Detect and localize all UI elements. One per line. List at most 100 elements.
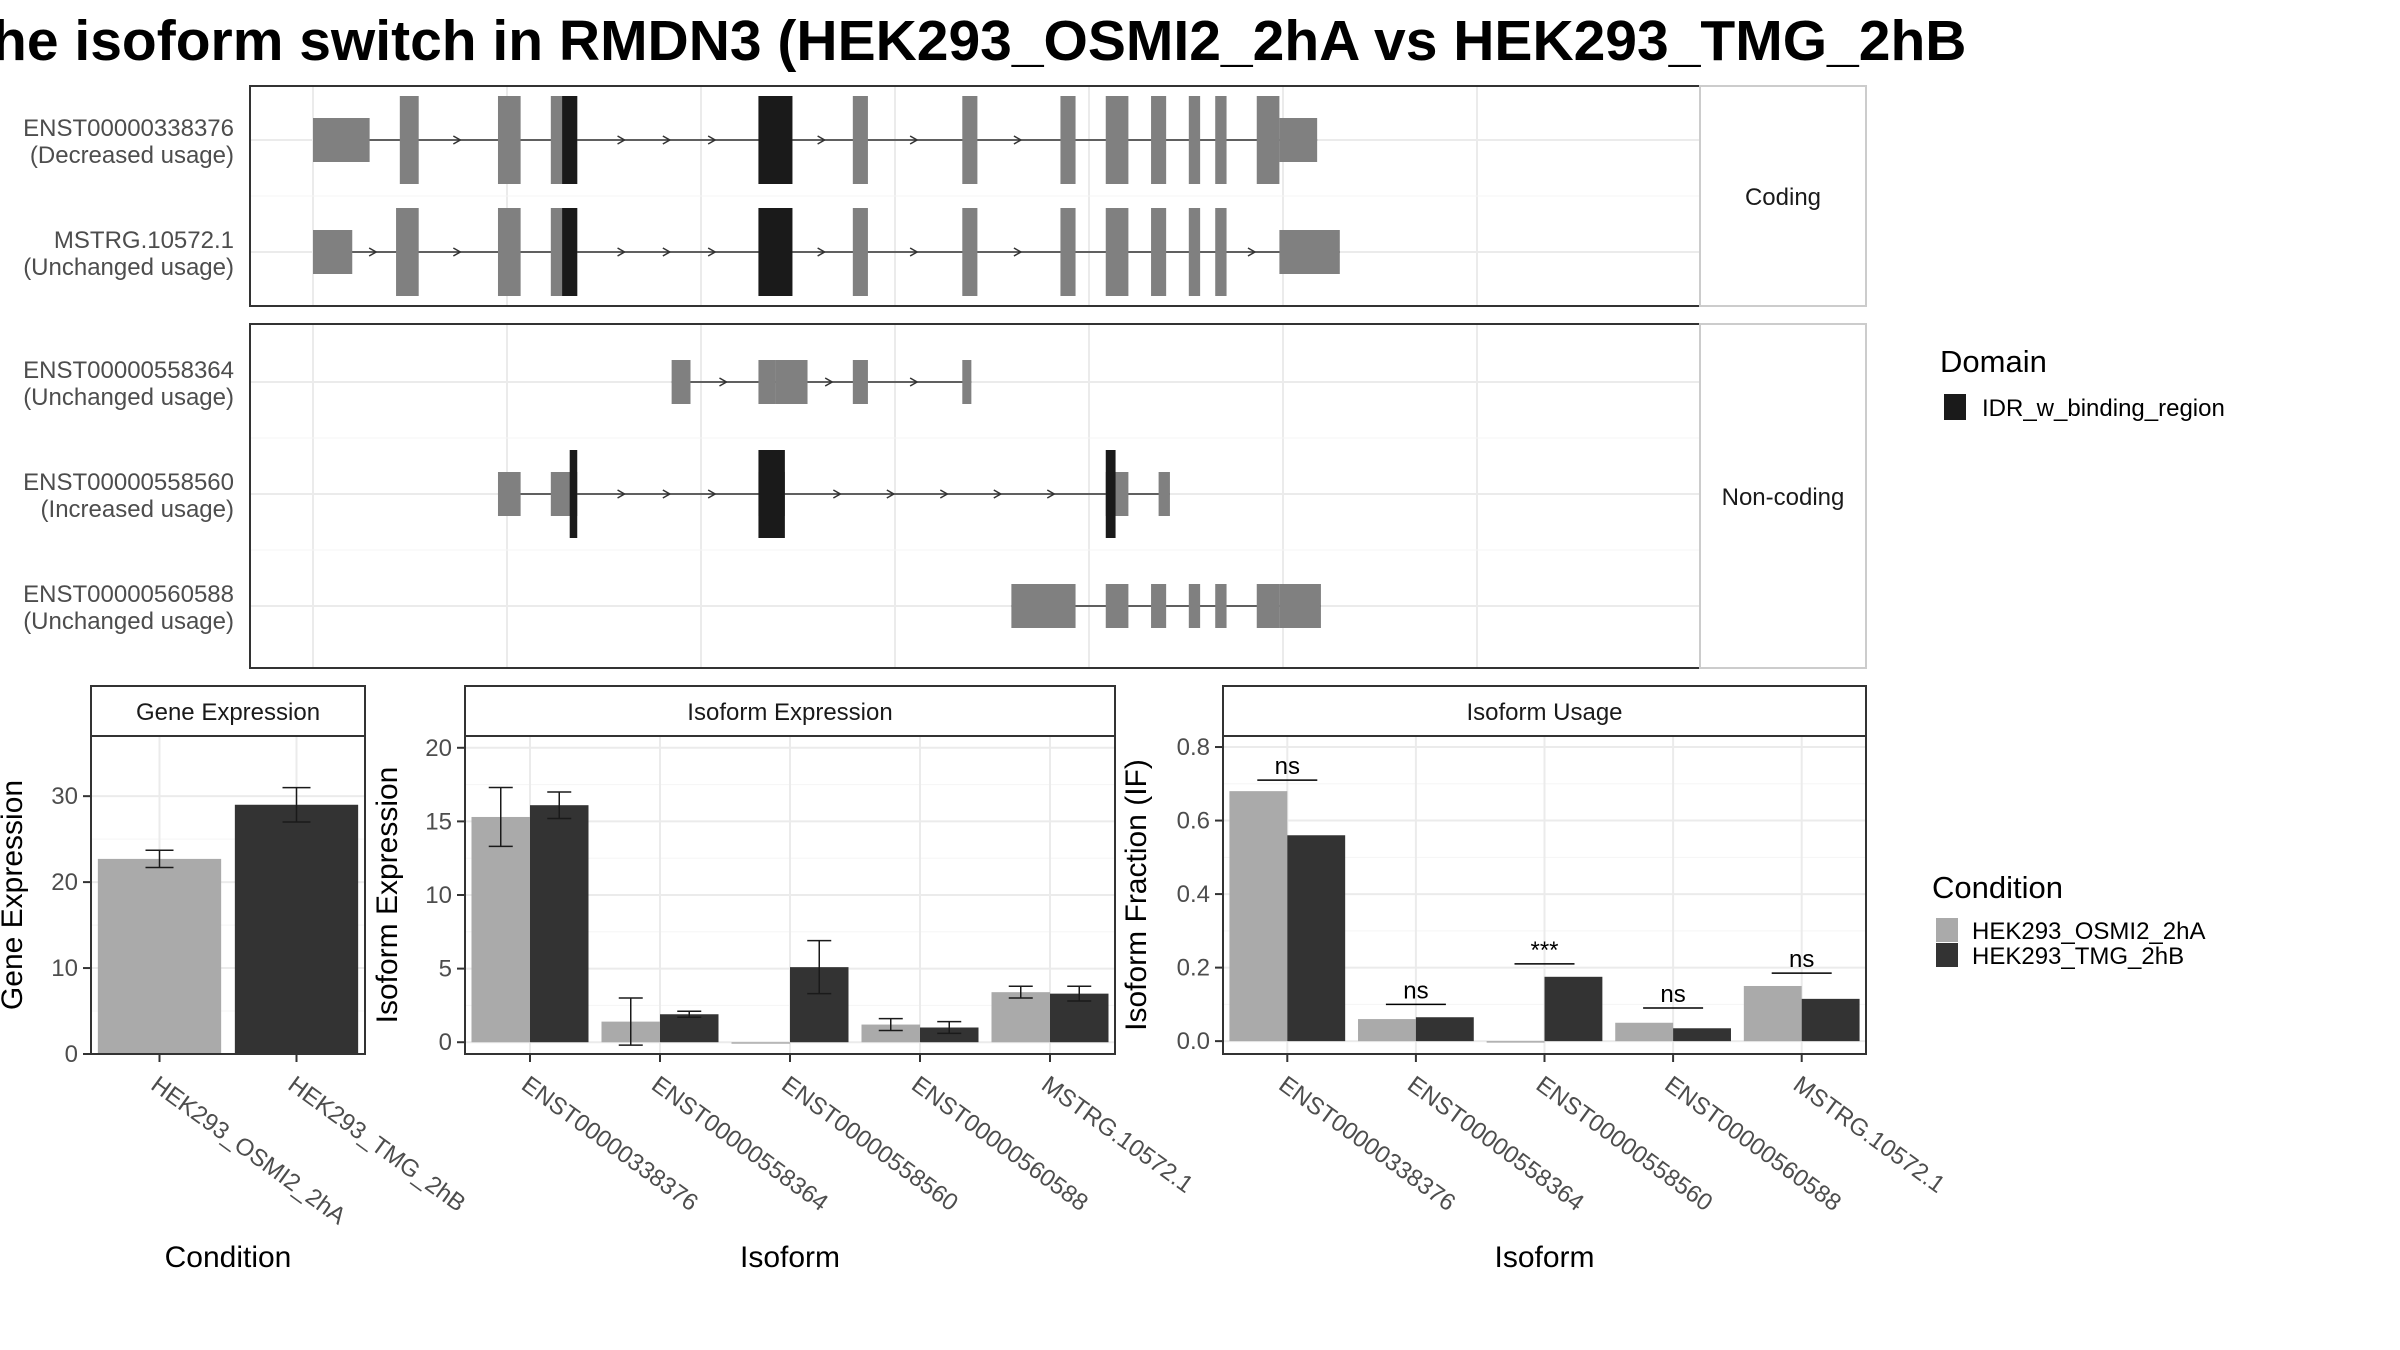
utr-exon (1105, 584, 1129, 628)
x-axis-title: Isoform (740, 1241, 840, 1274)
facet-strip (1699, 85, 1867, 307)
y-tick-label: 15 (425, 808, 452, 835)
bar-HEK293_TMG_2hB-ENST00000558560 (1544, 976, 1603, 1042)
y-axis-title: Gene Expression (0, 780, 29, 1010)
transcript-id-label: ENST00000560588 (23, 581, 234, 608)
bar-HEK293_OSMI2_2hA-MSTRG.10572.1 (1743, 985, 1802, 1042)
strand-arrow (707, 489, 717, 499)
transcript-id-label: ENST00000558560 (23, 469, 234, 496)
cds-exon (1256, 96, 1280, 184)
transcript-usage-label: (Decreased usage) (30, 142, 234, 169)
domain-region (569, 450, 578, 538)
cds-exon (396, 208, 419, 296)
strand-arrow (817, 247, 827, 257)
strand-arrow (617, 489, 627, 499)
facet-strip-label: Coding (1745, 184, 1821, 211)
bar-HEK293_OSMI2_2hA-ENST00000560588 (861, 1024, 920, 1043)
bar-HEK293_TMG_2hB (234, 804, 359, 1054)
transcript-id-label: MSTRG.10572.1 (54, 227, 234, 254)
transcript-ENST00000560588: ENST00000560588(Unchanged usage) (23, 581, 1321, 635)
strand-arrow (1046, 489, 1056, 499)
x-axis-title: Condition (165, 1241, 292, 1274)
bar-HEK293_OSMI2_2hA-ENST00000338376 (471, 816, 530, 1043)
significance-label: ns (1403, 977, 1428, 1004)
strand-arrow (909, 247, 919, 257)
bar-HEK293_TMG_2hB-ENST00000560588 (1673, 1028, 1731, 1042)
strand-arrow (662, 135, 672, 145)
facet-strip (90, 685, 366, 737)
bar-chart-panels: Gene Expression0102030HEK293_OSMI2_2hAHE… (0, 685, 1950, 1274)
strand-arrow (886, 489, 896, 499)
bar-HEK293_OSMI2_2hA-ENST00000558560 (1486, 1041, 1545, 1043)
utr-exon (775, 360, 808, 404)
y-tick-label: 0 (65, 1041, 78, 1068)
y-tick-label: 10 (425, 882, 452, 909)
bar-HEK293_TMG_2hB-ENST00000558364 (1415, 1017, 1474, 1042)
y-tick-label: 0.8 (1177, 734, 1210, 761)
strand-arrow (909, 377, 919, 387)
bar-HEK293_TMG_2hB-ENST00000338376 (1287, 835, 1346, 1042)
utr-exon (962, 360, 972, 404)
utr-exon (852, 360, 868, 404)
strand-arrow (1247, 247, 1257, 257)
bar-HEK293_OSMI2_2hA-ENST00000560588 (1615, 1022, 1674, 1042)
strand-arrow (824, 377, 834, 387)
strand-arrow (909, 135, 919, 145)
strand-arrow (817, 135, 827, 145)
bar-HEK293_TMG_2hB-ENST00000560588 (920, 1027, 979, 1043)
y-tick-label: 0.4 (1177, 881, 1210, 908)
cds-exon (399, 96, 419, 184)
utr-exon (1215, 584, 1227, 628)
significance-label: *** (1530, 937, 1558, 964)
facet-strip (1699, 323, 1867, 669)
strand-arrow (939, 489, 949, 499)
facet-strip (1222, 685, 1867, 737)
cds-exon (852, 96, 868, 184)
significance-label: ns (1660, 981, 1685, 1008)
condition-legend-swatch (1936, 943, 1958, 967)
domain-legend-swatch (1944, 394, 1966, 420)
strand-arrow (1013, 247, 1023, 257)
condition-legend-title: Condition (1932, 870, 2063, 905)
transcript-ENST00000558560: ENST00000558560(Increased usage) (23, 450, 1170, 538)
cds-exon (497, 96, 521, 184)
facet-strip-label: Gene Expression (136, 699, 320, 726)
utr-exon (313, 118, 370, 162)
transcript-MSTRG.10572.1: MSTRG.10572.1(Unchanged usage) (23, 208, 1340, 296)
cds-exon (962, 96, 978, 184)
strand-arrow (707, 135, 717, 145)
domain-region (1105, 450, 1116, 538)
condition-legend-label: HEK293_OSMI2_2hA (1972, 918, 2205, 945)
utr-exon (758, 360, 776, 404)
domain-legend-label: IDR_w_binding_region (1982, 395, 2225, 422)
y-tick-label: 20 (51, 869, 78, 896)
utr-exon (497, 472, 521, 516)
figure-title: he isoform switch in RMDN3 (HEK293_OSMI2… (0, 9, 1966, 73)
bar-HEK293_OSMI2_2hA (97, 858, 222, 1054)
strand-arrow (662, 489, 672, 499)
strand-arrow (832, 489, 842, 499)
bar-HEK293_TMG_2hB-ENST00000338376 (530, 805, 589, 1043)
transcript-group-1: ENST00000558364(Unchanged usage)ENST0000… (23, 323, 1867, 669)
utr-exon (313, 230, 353, 274)
strand-arrow (993, 489, 1003, 499)
facet-strip-label: Non-coding (1722, 484, 1845, 511)
domain-region (758, 450, 785, 538)
cds-exon (852, 208, 868, 296)
y-tick-label: 20 (425, 735, 452, 762)
cds-exon (1188, 208, 1201, 296)
cds-exon (1060, 96, 1076, 184)
cds-exon (1215, 208, 1227, 296)
utr-exon (1011, 584, 1076, 628)
strand-arrow (368, 247, 378, 257)
bar-HEK293_OSMI2_2hA-ENST00000558560 (731, 1042, 790, 1044)
domain-region (758, 96, 793, 184)
strand-arrow (617, 135, 627, 145)
utr-exon (1279, 230, 1340, 274)
facet-strip-label: Isoform Expression (687, 699, 892, 726)
bar-HEK293_OSMI2_2hA-ENST00000558364 (1358, 1019, 1416, 1042)
strand-arrow (707, 247, 717, 257)
cds-exon (1105, 96, 1129, 184)
y-tick-label: 0 (439, 1029, 452, 1056)
